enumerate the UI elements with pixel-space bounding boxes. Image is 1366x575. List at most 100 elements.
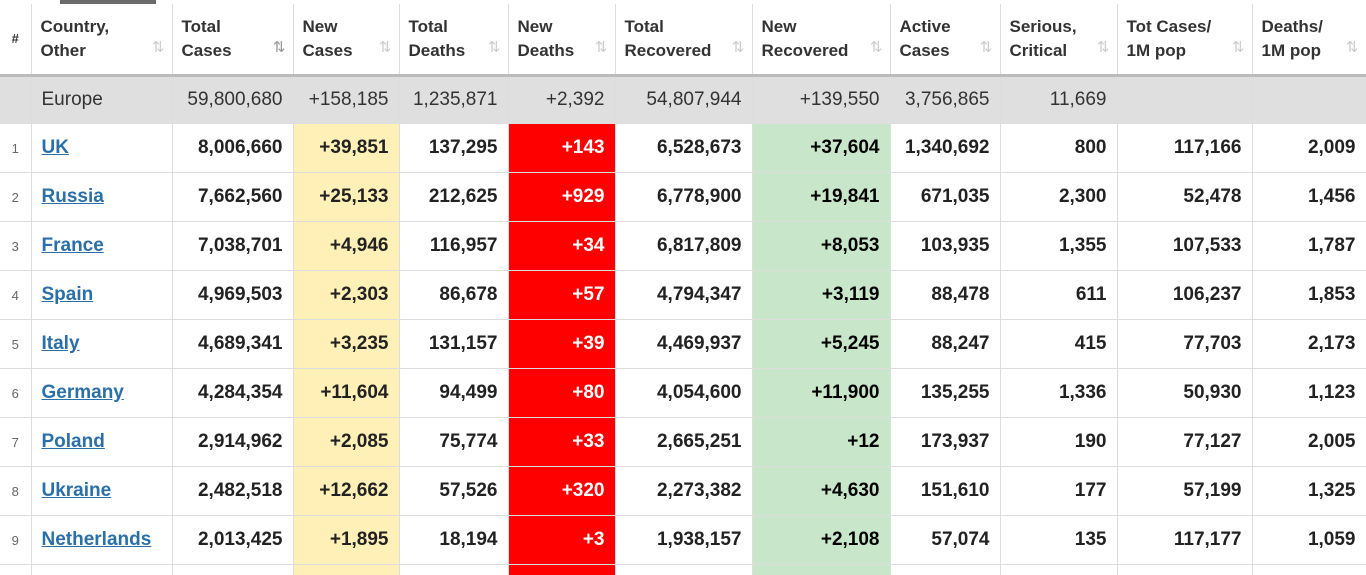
active-cases-cell: 88,247	[890, 319, 1001, 369]
country-cell: Poland	[31, 417, 173, 467]
new-recovered-cell: +37,604	[752, 123, 891, 173]
serious-critical-cell: 611	[1000, 270, 1118, 320]
header-country[interactable]: Country, Other ⇅	[31, 4, 173, 77]
serious-critical-cell: 1,355	[1000, 221, 1118, 271]
table-row: 6 Germany 4,284,354 +11,604 94,499 +80 4,054,6…	[0, 368, 1366, 418]
row-index: 6	[0, 368, 32, 418]
new-deaths-cell: +320	[508, 466, 616, 516]
total-recovered-cell: 1,938,157	[615, 515, 753, 565]
country-link[interactable]: UK	[41, 137, 69, 158]
sort-icon[interactable]: ⇅	[869, 39, 882, 56]
header-new-recovered[interactable]: New Recovered ⇅	[752, 4, 891, 77]
new-recovered-cell: +2,108	[752, 515, 891, 565]
table-row-partial	[0, 564, 1366, 575]
partial-cell	[399, 564, 509, 575]
header-new-deaths[interactable]: New Deaths ⇅	[508, 4, 616, 77]
new-cases-cell: +39,851	[293, 123, 400, 173]
header-serious-critical-line2: Critical	[1009, 41, 1068, 60]
sort-icon[interactable]: ⇅	[594, 39, 607, 56]
country-cell: France	[31, 221, 173, 271]
new-recovered-cell: +11,900	[752, 368, 891, 418]
new-cases-cell: +3,235	[293, 319, 400, 369]
header-total-cases-line2: Cases	[181, 41, 232, 60]
new-cases-cell: +12,662	[293, 466, 400, 516]
table-row: 1 UK 8,006,660 +39,851 137,295 +143 6,528,673 +…	[0, 123, 1366, 173]
header-total-recovered[interactable]: Total Recovered ⇅	[615, 4, 753, 77]
header-tot-cases-1m[interactable]: Tot Cases/ 1M pop ⇅	[1117, 4, 1253, 77]
header-total-deaths[interactable]: Total Deaths ⇅	[399, 4, 509, 77]
deaths-1m-cell: 1,787	[1252, 221, 1366, 271]
total-deaths-cell: 75,774	[399, 417, 509, 467]
total-cases-cell: 2,482,518	[172, 466, 294, 516]
total-deaths-cell: 116,957	[399, 221, 509, 271]
total-deaths-cell: 212,625	[399, 172, 509, 222]
table-row: 2 Russia 7,662,560 +25,133 212,625 +929 6,778,…	[0, 172, 1366, 222]
total-recovered-cell: 2,273,382	[615, 466, 753, 516]
new-cases-cell: +25,133	[293, 172, 400, 222]
row-index: 1	[0, 123, 32, 173]
total-recovered-cell: 4,469,937	[615, 319, 753, 369]
tot-cases-1m-cell: 107,533	[1117, 221, 1253, 271]
continent-total-recovered: 54,807,944	[615, 75, 753, 124]
total-deaths-cell: 94,499	[399, 368, 509, 418]
country-link[interactable]: Russia	[41, 186, 104, 207]
sort-icon[interactable]: ⇅	[487, 39, 500, 56]
header-new-cases[interactable]: New Cases ⇅	[293, 4, 400, 77]
covid-stats-table: # Country, Other ⇅ Total Cases ⇅ New Cas…	[0, 4, 1366, 575]
partial-cell	[293, 564, 400, 575]
active-cases-cell: 671,035	[890, 172, 1001, 222]
header-index[interactable]: #	[0, 4, 32, 77]
header-new-deaths-line2: Deaths	[517, 41, 575, 60]
header-new-cases-line2: Cases	[302, 41, 353, 60]
sort-icon[interactable]: ⇅	[979, 39, 992, 56]
country-link[interactable]: Netherlands	[41, 529, 152, 550]
table-row: 5 Italy 4,689,341 +3,235 131,157 +39 4,469,937…	[0, 319, 1366, 369]
total-cases-cell: 7,662,560	[172, 172, 294, 222]
deaths-1m-cell: 2,173	[1252, 319, 1366, 369]
total-cases-cell: 4,969,503	[172, 270, 294, 320]
country-link[interactable]: Spain	[41, 284, 94, 305]
continent-new-cases: +158,185	[293, 75, 400, 124]
country-link[interactable]: Germany	[41, 382, 124, 403]
country-link[interactable]: Ukraine	[41, 480, 112, 501]
new-cases-cell: +4,946	[293, 221, 400, 271]
total-cases-cell: 4,284,354	[172, 368, 294, 418]
serious-critical-cell: 190	[1000, 417, 1118, 467]
sort-icon[interactable]: ⇅	[731, 39, 744, 56]
partial-cell	[1252, 564, 1366, 575]
sort-icon[interactable]: ⇅	[1345, 39, 1358, 56]
header-active-cases[interactable]: Active Cases ⇅	[890, 4, 1001, 77]
deaths-1m-cell: 2,009	[1252, 123, 1366, 173]
header-serious-critical[interactable]: Serious, Critical ⇅	[1000, 4, 1118, 77]
continent-row: Europe 59,800,680 +158,185 1,235,871 +2,…	[0, 75, 1366, 124]
selected-tab-indicator[interactable]	[60, 0, 156, 4]
country-link[interactable]: Poland	[41, 431, 105, 452]
header-active-cases-line2: Cases	[899, 41, 950, 60]
header-active-cases-line1: Active	[899, 17, 951, 36]
row-index: 9	[0, 515, 32, 565]
country-link[interactable]: Italy	[41, 333, 80, 354]
country-link[interactable]: France	[41, 235, 104, 256]
header-total-deaths-line2: Deaths	[408, 41, 466, 60]
total-cases-cell: 2,914,962	[172, 417, 294, 467]
country-cell: Russia	[31, 172, 173, 222]
sort-icon[interactable]: ⇅	[151, 39, 164, 56]
continent-serious-critical: 11,669	[1000, 75, 1118, 124]
sort-descending-icon[interactable]: ⇅	[272, 39, 285, 56]
header-row: # Country, Other ⇅ Total Cases ⇅ New Cas…	[0, 4, 1366, 77]
row-index: 2	[0, 172, 32, 222]
header-total-cases[interactable]: Total Cases ⇅	[172, 4, 294, 77]
header-deaths-1m[interactable]: Deaths/ 1M pop ⇅	[1252, 4, 1366, 77]
sort-icon[interactable]: ⇅	[1231, 39, 1244, 56]
header-serious-critical-line1: Serious,	[1009, 17, 1077, 36]
table-row: 4 Spain 4,969,503 +2,303 86,678 +57 4,794,347 +…	[0, 270, 1366, 320]
row-index: 3	[0, 221, 32, 271]
header-country-line2: Other	[40, 41, 86, 60]
new-deaths-cell: +34	[508, 221, 616, 271]
total-deaths-cell: 18,194	[399, 515, 509, 565]
continent-tot-cases-1m	[1117, 75, 1253, 124]
sort-icon[interactable]: ⇅	[378, 39, 391, 56]
sort-icon[interactable]: ⇅	[1096, 39, 1109, 56]
active-cases-cell: 103,935	[890, 221, 1001, 271]
